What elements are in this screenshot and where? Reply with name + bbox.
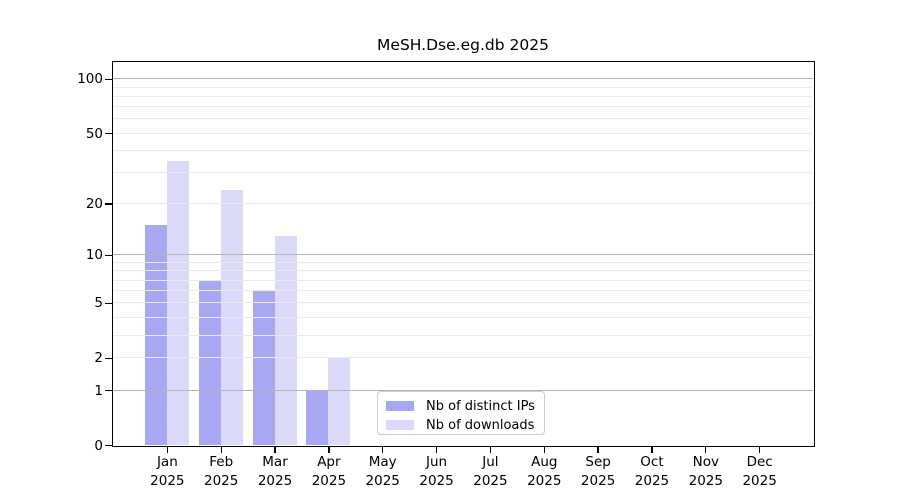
x-tick-label-nov: Nov 2025 <box>688 454 723 489</box>
y-tick-mark <box>105 132 112 135</box>
x-tick-mark <box>274 447 276 453</box>
gridline-minor <box>113 290 813 292</box>
gridline-minor <box>113 202 813 204</box>
x-tick-label-aug: Aug 2025 <box>527 454 562 489</box>
gridline-minor <box>113 357 813 359</box>
x-tick-label-jun: Jun 2025 <box>419 454 454 489</box>
y-tick-label: 1 <box>94 382 103 399</box>
legend-swatch-distinct-ips <box>386 401 414 411</box>
y-tick-mark <box>105 302 112 304</box>
x-tick-mark <box>328 447 330 453</box>
y-tick-mark <box>105 254 112 256</box>
bar-nb-of-distinct-ips-mar <box>252 290 275 445</box>
x-tick-label-dec: Dec 2025 <box>742 454 777 489</box>
x-tick-mark <box>382 447 384 453</box>
bar-nb-of-distinct-ips-apr <box>306 390 329 445</box>
y-tick-mark <box>105 357 112 359</box>
plot-inner: Nb of distinct IPs Nb of downloads <box>113 62 813 445</box>
x-tick-label-jan: Jan 2025 <box>150 454 185 489</box>
x-tick-mark <box>705 447 707 453</box>
gridline-major <box>113 254 813 256</box>
chart-title: MeSH.Dse.eg.db 2025 <box>377 36 549 54</box>
x-tick-label-feb: Feb 2025 <box>204 454 239 489</box>
x-tick-mark <box>543 447 545 453</box>
legend-item-downloads: Nb of downloads <box>386 417 536 433</box>
y-tick-mark <box>105 444 112 447</box>
x-tick-label-sep: Sep 2025 <box>580 454 616 489</box>
bar-nb-of-downloads-mar <box>274 235 297 445</box>
x-tick-label-apr: Apr 2025 <box>311 454 347 489</box>
gridline-minor <box>113 270 813 272</box>
gridline-minor <box>113 86 813 88</box>
legend-item-distinct-ips: Nb of distinct IPs <box>386 398 536 414</box>
x-tick-label-jul: Jul 2025 <box>473 454 508 489</box>
legend-label-downloads: Nb of downloads <box>426 417 535 433</box>
x-tick-label-oct: Oct 2025 <box>634 454 670 489</box>
y-tick-label: 2 <box>94 350 103 367</box>
bar-nb-of-downloads-apr <box>328 357 351 445</box>
y-tick-mark <box>105 78 112 81</box>
y-tick-label: 50 <box>85 125 103 142</box>
y-tick-label: 100 <box>77 71 103 88</box>
y-tick-label: 10 <box>85 247 103 264</box>
gridline-minor <box>113 106 813 108</box>
x-tick-mark <box>597 447 599 453</box>
y-tick-mark <box>105 203 112 205</box>
y-tick-label: 20 <box>85 195 103 212</box>
x-tick-label-may: May 2025 <box>365 454 400 489</box>
gridline-major <box>113 78 813 80</box>
gridline-minor <box>113 316 813 318</box>
x-tick-mark <box>651 447 653 453</box>
x-tick-mark <box>759 447 761 453</box>
x-tick-mark <box>166 447 168 453</box>
gridline-minor <box>113 261 813 263</box>
gridline-minor <box>113 132 813 134</box>
gridline-minor <box>113 302 813 304</box>
y-tick-label: 5 <box>94 295 103 312</box>
gridline-minor <box>113 334 813 336</box>
gridline-minor <box>113 118 813 120</box>
x-tick-mark <box>220 447 222 453</box>
gridline-minor <box>113 279 813 281</box>
gridline-major <box>113 389 813 391</box>
x-tick-label-mar: Mar 2025 <box>257 454 293 489</box>
x-tick-mark <box>435 447 438 453</box>
y-tick-label: 0 <box>94 437 103 454</box>
y-tick-mark <box>105 389 112 392</box>
legend-swatch-downloads <box>386 420 414 430</box>
plot-area: Nb of distinct IPs Nb of downloads <box>112 61 815 447</box>
bar-nb-of-distinct-ips-feb <box>198 280 221 445</box>
gridline-minor <box>113 95 813 97</box>
legend-label-distinct-ips: Nb of distinct IPs <box>426 398 535 414</box>
legend: Nb of distinct IPs Nb of downloads <box>377 391 545 435</box>
gridline-minor <box>113 172 813 174</box>
x-tick-mark <box>489 447 492 453</box>
gridline-minor <box>113 149 813 151</box>
